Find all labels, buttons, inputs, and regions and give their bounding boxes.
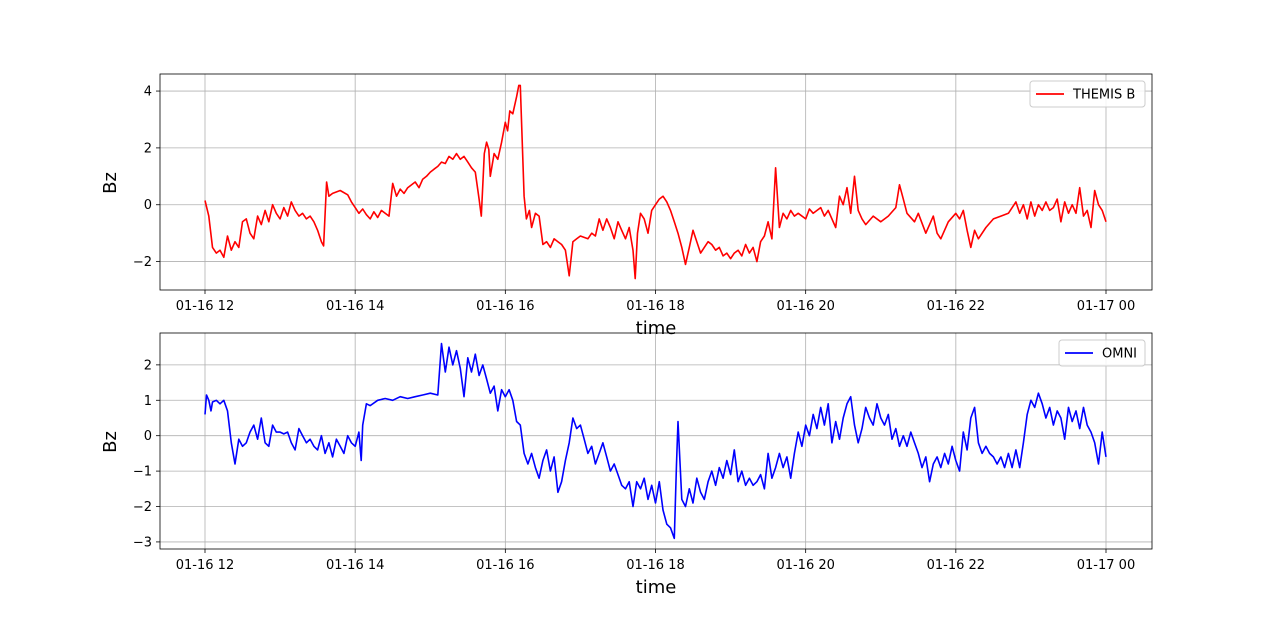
x-tick-label: 01-16 16 bbox=[476, 558, 534, 573]
legend-label: OMNI bbox=[1102, 347, 1137, 362]
legend-label: THEMIS B bbox=[1072, 88, 1135, 103]
subplot-bottom: 01-16 12 01-16 14 01-16 16 01-16 18 01-16 20… bbox=[100, 332, 1153, 598]
y-tick-label: −2 bbox=[133, 255, 152, 270]
legend: THEMIS B bbox=[1029, 80, 1146, 108]
x-tick-label: 01-16 14 bbox=[326, 558, 384, 573]
y-tick-label: 4 bbox=[144, 85, 152, 100]
legend-box bbox=[1029, 80, 1146, 108]
x-axis-title: time bbox=[636, 318, 677, 339]
y-axis-title: Bz bbox=[100, 172, 121, 194]
x-tick-label: 01-16 18 bbox=[626, 299, 684, 314]
axes-frame bbox=[159, 332, 1153, 550]
y-tick-label: 2 bbox=[144, 358, 152, 373]
x-tick-label: 01-17 00 bbox=[1077, 558, 1135, 573]
x-tick-label: 01-16 16 bbox=[476, 299, 534, 314]
y-tick-label: 1 bbox=[144, 394, 152, 409]
y-tick-label: −2 bbox=[133, 500, 152, 515]
x-axis-title: time bbox=[636, 577, 677, 598]
x-tick-label: 01-16 20 bbox=[776, 299, 834, 314]
subplot-top: 01-16 12 01-16 14 01-16 16 01-16 18 01-16 20… bbox=[100, 73, 1153, 339]
y-axis-title: Bz bbox=[100, 431, 121, 453]
x-tick-label: 01-16 12 bbox=[176, 558, 234, 573]
x-tick-label: 01-16 22 bbox=[927, 299, 985, 314]
y-tick-label: 0 bbox=[144, 198, 152, 213]
y-tick-label: −3 bbox=[133, 535, 152, 550]
x-tick-label: 01-16 18 bbox=[626, 558, 684, 573]
series-line-themis-b bbox=[204, 84, 1107, 280]
legend-box bbox=[1058, 339, 1146, 367]
x-tick-label: 01-16 22 bbox=[927, 558, 985, 573]
x-tick-label: 01-16 20 bbox=[776, 558, 834, 573]
y-tick-label: 0 bbox=[144, 429, 152, 444]
x-tick-label: 01-16 12 bbox=[176, 299, 234, 314]
series-line-omni bbox=[204, 342, 1107, 540]
legend: OMNI bbox=[1058, 339, 1146, 367]
axes-frame bbox=[159, 73, 1153, 291]
y-tick-label: −1 bbox=[133, 465, 152, 480]
x-tick-label: 01-17 00 bbox=[1077, 299, 1135, 314]
x-tick-label: 01-16 14 bbox=[326, 299, 384, 314]
y-tick-label: 2 bbox=[144, 141, 152, 156]
